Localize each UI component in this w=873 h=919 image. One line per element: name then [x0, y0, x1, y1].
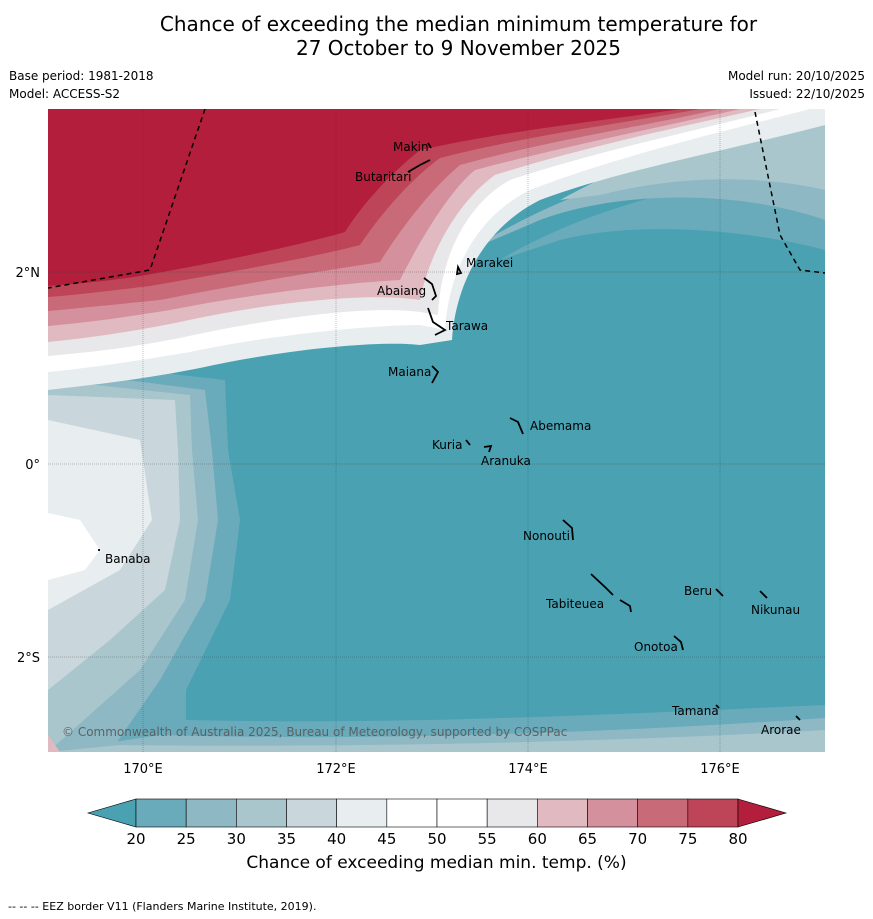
copyright-notice: © Commonwealth of Australia 2025, Bureau… — [62, 725, 567, 739]
island-arorae — [795, 715, 801, 721]
colorbar: 20 25 30 35 40 45 50 55 60 65 70 75 80 — [86, 798, 788, 848]
colorbar-tick-label: 25 — [177, 830, 196, 848]
island-nonouti — [562, 519, 574, 541]
band-north-above-80 — [48, 109, 680, 286]
map-gridlines — [48, 109, 825, 752]
colorbar-high-extension — [737, 798, 788, 828]
colorbar-segment — [336, 798, 388, 828]
colorbar-tick-label: 35 — [277, 830, 296, 848]
colorbar-segment — [286, 798, 337, 828]
island-outlines — [98, 142, 801, 721]
place-label-marakei: Marakei — [466, 256, 513, 270]
island-kuria — [465, 439, 471, 446]
place-label-butaritari: Butaritari — [355, 170, 412, 184]
colorbar-tick-label: 80 — [728, 830, 747, 848]
place-label-onotoa: Onotoa — [634, 640, 678, 654]
colorbar-tick-label: 45 — [377, 830, 396, 848]
place-label-arorae: Arorae — [761, 723, 801, 737]
place-label-nonouti: Nonouti — [523, 529, 570, 543]
island-onotoa — [673, 635, 684, 651]
colorbar-tick-label: 40 — [327, 830, 346, 848]
colorbar-tick-label: 60 — [528, 830, 547, 848]
lat-label-2n: 2°N — [16, 266, 41, 281]
place-label-makin: Makin — [393, 140, 429, 154]
island-butaritari — [407, 159, 431, 173]
lon-label-172e: 172°E — [316, 762, 356, 777]
colorbar-tick-label: 70 — [628, 830, 647, 848]
colorbar-segment — [436, 798, 488, 828]
lon-label-170e: 170°E — [123, 762, 163, 777]
colorbar-tick-label: 55 — [478, 830, 497, 848]
colorbar-tick-label: 50 — [427, 830, 446, 848]
colorbar-segment — [637, 798, 689, 828]
place-label-kuria: Kuria — [432, 438, 463, 452]
island-maiana — [431, 365, 440, 384]
place-label-beru: Beru — [684, 584, 712, 598]
colorbar-segment — [587, 798, 638, 828]
colorbar-tick-label: 65 — [578, 830, 597, 848]
place-label-tabiteuea: Tabiteuea — [545, 597, 604, 611]
place-label-nikunau: Nikunau — [751, 603, 800, 617]
lat-label-2s: 2°S — [17, 651, 40, 666]
title-line-1: Chance of exceeding the median minimum t… — [159, 12, 758, 36]
probability-field: Makin Butaritari Marakei Abaiang Tarawa … — [48, 109, 825, 752]
place-label-aranuka: Aranuka — [481, 454, 531, 468]
base-period: Base period: 1981-2018 — [9, 69, 154, 83]
island-tamana — [715, 704, 720, 709]
colorbar-tick-label: 30 — [227, 830, 246, 848]
eez-footnote: -- -- -- EEZ border V11 (Flanders Marine… — [8, 900, 317, 913]
island-makin — [427, 142, 432, 149]
colorbar-segment — [386, 798, 438, 828]
island-abaiang — [423, 277, 438, 301]
island-marakei — [455, 264, 463, 276]
colorbar-segment — [135, 798, 187, 828]
band-southwest-corner-60-65 — [48, 735, 60, 752]
place-label-abemama: Abemama — [530, 419, 591, 433]
title-line-2: 27 October to 9 November 2025 — [295, 36, 622, 60]
lon-label-174e: 174°E — [508, 762, 548, 777]
place-label-tamana: Tamana — [671, 704, 719, 718]
place-label-maiana: Maiana — [388, 365, 431, 379]
island-nikunau — [759, 590, 768, 599]
chart-title: Chance of exceeding the median minimum t… — [0, 12, 873, 60]
colorbar-segment — [537, 798, 588, 828]
colorbar-segment — [236, 798, 287, 828]
model-run: Model run: 20/10/2025 — [727, 69, 865, 83]
place-label-tarawa: Tarawa — [445, 319, 488, 333]
lat-label-0: 0° — [25, 458, 40, 473]
colorbar-segment — [687, 798, 739, 828]
colorbar-tick-label: 75 — [678, 830, 697, 848]
eez-border — [48, 109, 825, 289]
island-tabiteuea — [590, 573, 632, 613]
model-name: Model: ACCESS-S2 — [9, 87, 121, 101]
colorbar-tick-label: 20 — [126, 830, 145, 848]
island-aranuka — [483, 444, 493, 453]
colorbar-segment — [486, 798, 538, 828]
island-beru — [715, 588, 724, 597]
lon-label-176e: 176°E — [700, 762, 740, 777]
place-label-abaiang: Abaiang — [377, 284, 426, 298]
island-tarawa — [427, 307, 447, 336]
issued-date: Issued: 22/10/2025 — [749, 87, 865, 101]
island-abemama — [509, 417, 524, 435]
colorbar-title: Chance of exceeding median min. temp. (%… — [246, 853, 627, 873]
place-label-banaba: Banaba — [105, 552, 151, 566]
band-southeast-30-35 — [48, 730, 825, 752]
band-southwest-45-50 — [48, 513, 100, 580]
colorbar-low-extension — [86, 798, 137, 828]
colorbar-segment — [185, 798, 237, 828]
